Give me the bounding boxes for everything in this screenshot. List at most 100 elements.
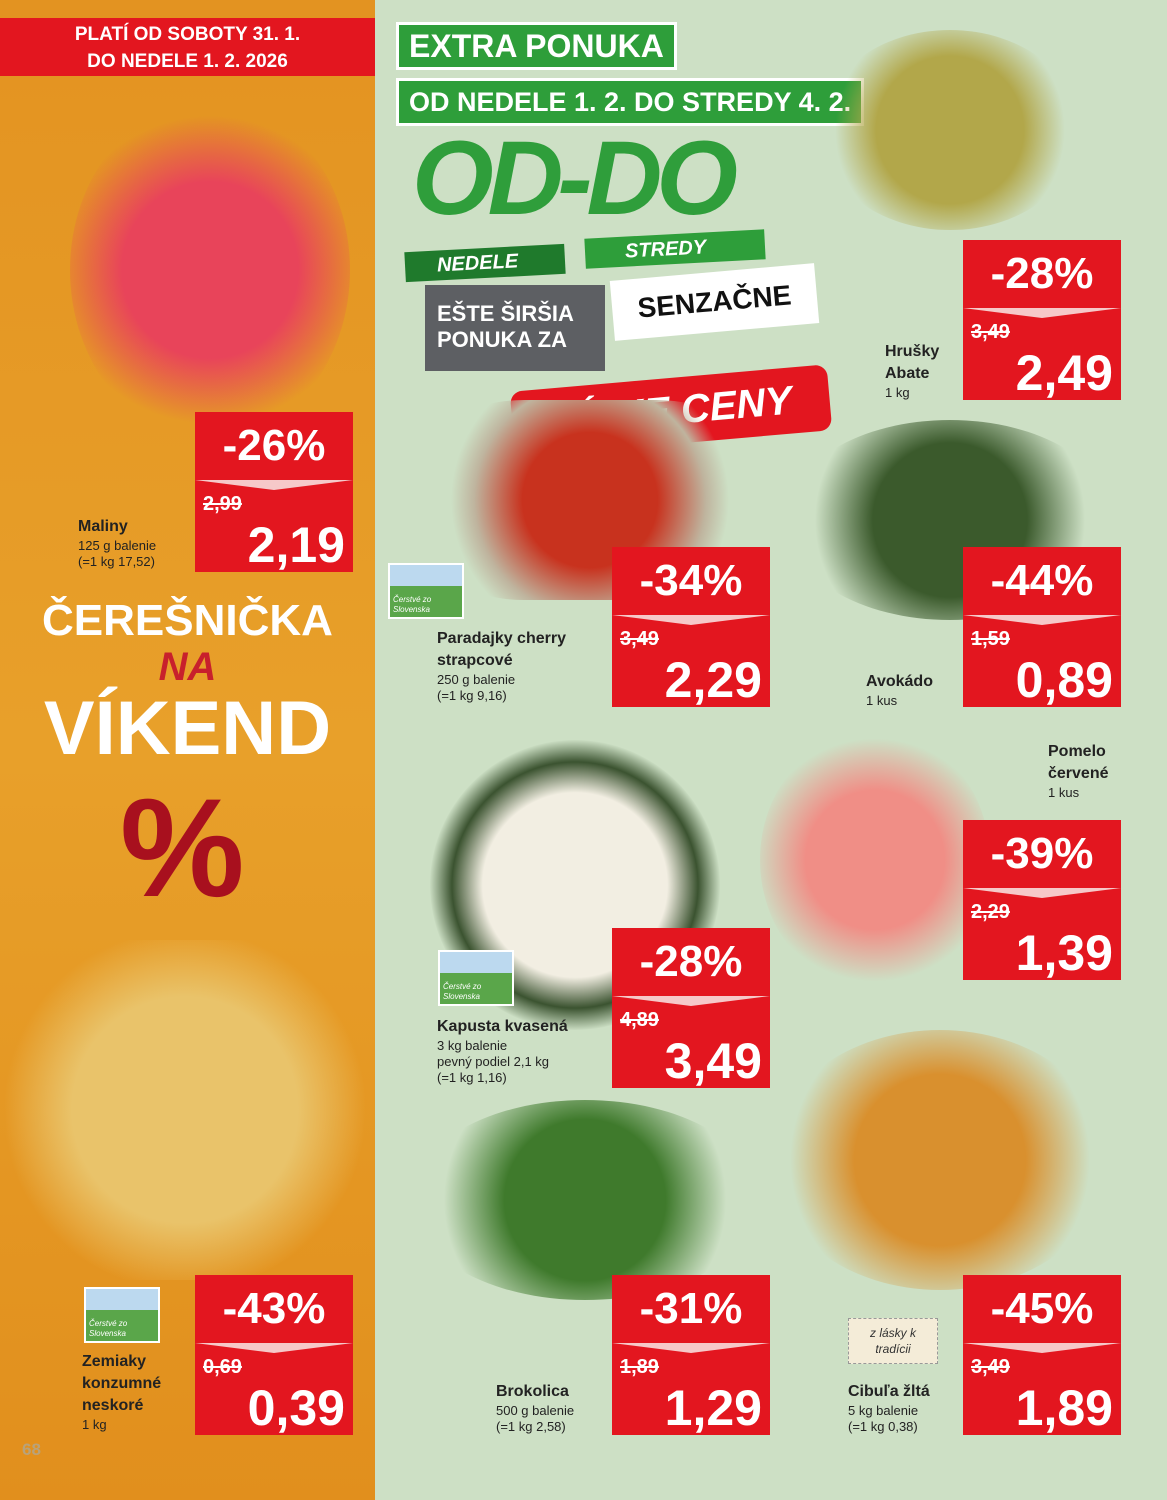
old-price: 2,99 — [203, 493, 242, 515]
product-detail: 3 kg balenie — [437, 1038, 508, 1053]
badge-divider — [612, 996, 770, 1006]
product-label: Avokádo 1 kus — [866, 671, 956, 709]
discount-percent: -31% — [612, 1275, 770, 1343]
od-do-logo: OD-DO — [412, 120, 738, 237]
price-badge: -28% 4,89 3,49 — [612, 928, 770, 1088]
from-label: NEDELE — [436, 250, 519, 277]
extra-offer-dates: OD NEDELE 1. 2. DO STREDY 4. 2. — [396, 78, 865, 126]
new-price: 3,49 — [664, 1033, 762, 1089]
product-name: Paradajky cherry strapcové — [437, 630, 566, 669]
product-label: Brokolica 500 g balenie (=1 kg 2,58) — [496, 1381, 611, 1435]
old-price: 1,59 — [971, 628, 1010, 650]
price-box: 2,29 1,39 — [963, 898, 1121, 980]
product-detail: (=1 kg 9,16) — [437, 688, 507, 703]
product-name: Hrušky Abate — [885, 343, 940, 382]
discount-percent: -26% — [195, 412, 353, 480]
new-price: 1,29 — [664, 1380, 762, 1436]
badge-divider — [963, 308, 1121, 318]
price-box: 2,99 2,19 — [195, 490, 353, 572]
price-box: 0,69 0,39 — [195, 1353, 353, 1435]
product-name: Pomelo červené — [1048, 743, 1109, 782]
validity-banner: PLATÍ OD SOBOTY 31. 1. DO NEDELE 1. 2. 2… — [0, 18, 375, 76]
old-price: 3,49 — [620, 628, 659, 650]
pears-image — [820, 30, 1080, 230]
product-name: Cibuľa žltá — [848, 1383, 930, 1400]
promo-subtitle: EŠTE ŠIRŠIA PONUKA ZA — [425, 285, 605, 371]
old-price: 3,49 — [971, 321, 1010, 343]
onions-image — [770, 1030, 1110, 1290]
product-detail: (=1 kg 2,58) — [496, 1419, 566, 1434]
broccoli-image — [410, 1100, 760, 1300]
product-label: Pomelo červené 1 kus — [1048, 741, 1128, 801]
fresh-slovakia-badge: Čerstvé zo Slovenska — [388, 563, 464, 619]
price-badge: -44% 1,59 0,89 — [963, 547, 1121, 707]
product-label: Paradajky cherry strapcové 250 g balenie(… — [437, 628, 607, 704]
discount-percent: -43% — [195, 1275, 353, 1343]
product-detail: 5 kg balenie — [848, 1403, 919, 1418]
raspberries-image — [70, 100, 350, 440]
product-label: Hrušky Abate 1 kg — [885, 341, 960, 401]
badge-divider — [963, 615, 1121, 625]
price-badge: -34% 3,49 2,29 — [612, 547, 770, 707]
price-badge: -39% 2,29 1,39 — [963, 820, 1121, 980]
price-badge: -31% 1,89 1,29 — [612, 1275, 770, 1435]
price-box: 4,89 3,49 — [612, 1006, 770, 1088]
page-number: 68 — [22, 1440, 41, 1459]
badge-divider — [963, 888, 1121, 898]
product-name: Kapusta kvasená — [437, 1018, 568, 1035]
discount-percent: -39% — [963, 820, 1121, 888]
new-price: 0,89 — [1015, 652, 1113, 708]
old-price: 4,89 — [620, 1009, 659, 1031]
product-detail: 500 g balenie — [496, 1403, 575, 1418]
new-price: 2,29 — [664, 652, 762, 708]
product-detail: 125 g balenie — [78, 538, 157, 553]
price-box: 3,49 1,89 — [963, 1353, 1121, 1435]
price-badge: -45% 3,49 1,89 — [963, 1275, 1121, 1435]
old-price: 0,69 — [203, 1356, 242, 1378]
product-name: Zemiaky konzumné neskoré — [82, 1353, 162, 1414]
validity-line: PLATÍ OD SOBOTY 31. 1. — [74, 24, 301, 45]
weekend-title: ČEREŠNIČKA NA VÍKEND — [0, 598, 375, 768]
badge-divider — [195, 480, 353, 490]
product-label: Kapusta kvasená 3 kg balenie pevný podiel … — [437, 1016, 607, 1086]
fresh-slovakia-badge: Čerstvé zo Slovenska — [84, 1287, 160, 1343]
new-price: 1,39 — [1015, 925, 1113, 981]
old-price: 1,89 — [620, 1356, 659, 1378]
badge-divider — [195, 1343, 353, 1353]
new-price: 2,49 — [1015, 345, 1113, 401]
product-detail: (=1 kg 0,38) — [848, 1419, 918, 1434]
badge-divider — [963, 1343, 1121, 1353]
to-label: STREDY — [624, 236, 707, 263]
price-badge: -43% 0,69 0,39 — [195, 1275, 353, 1435]
discount-percent: -45% — [963, 1275, 1121, 1343]
price-box: 1,59 0,89 — [963, 625, 1121, 707]
badge-divider — [612, 1343, 770, 1353]
pomelo-image — [760, 730, 990, 990]
new-price: 2,19 — [247, 517, 345, 573]
price-box: 1,89 1,29 — [612, 1353, 770, 1435]
cherry-percent-icon: % — [120, 769, 245, 926]
product-label: Maliny 125 g balenie (=1 kg 17,52) — [78, 516, 193, 570]
price-badge: -28% 3,49 2,49 — [963, 240, 1121, 400]
product-name: Brokolica — [496, 1383, 569, 1400]
extra-offer-title: EXTRA PONUKA — [396, 22, 677, 70]
product-label: Cibuľa žltá 5 kg balenie (=1 kg 0,38) — [848, 1381, 958, 1435]
product-detail: (=1 kg 1,16) — [437, 1070, 507, 1085]
product-detail: 1 kg — [82, 1417, 107, 1432]
price-badge: -26% 2,99 2,19 — [195, 412, 353, 572]
product-detail: 1 kg — [885, 385, 910, 400]
discount-percent: -28% — [963, 240, 1121, 308]
weekend-line: NA — [158, 645, 217, 689]
validity-line: DO NEDELE 1. 2. 2026 — [87, 51, 288, 72]
badge-divider — [612, 615, 770, 625]
new-price: 1,89 — [1015, 1380, 1113, 1436]
discount-percent: -44% — [963, 547, 1121, 615]
old-price: 2,29 — [971, 901, 1010, 923]
weekend-line: VÍKEND — [43, 686, 332, 771]
product-detail: 1 kus — [1048, 785, 1080, 800]
discount-percent: -34% — [612, 547, 770, 615]
product-label: Zemiaky konzumné neskoré 1 kg — [82, 1351, 192, 1433]
tradition-badge: z lásky k tradícii — [848, 1318, 938, 1364]
promo-line: PONUKA ZA — [437, 327, 567, 352]
product-name: Maliny — [78, 518, 128, 535]
